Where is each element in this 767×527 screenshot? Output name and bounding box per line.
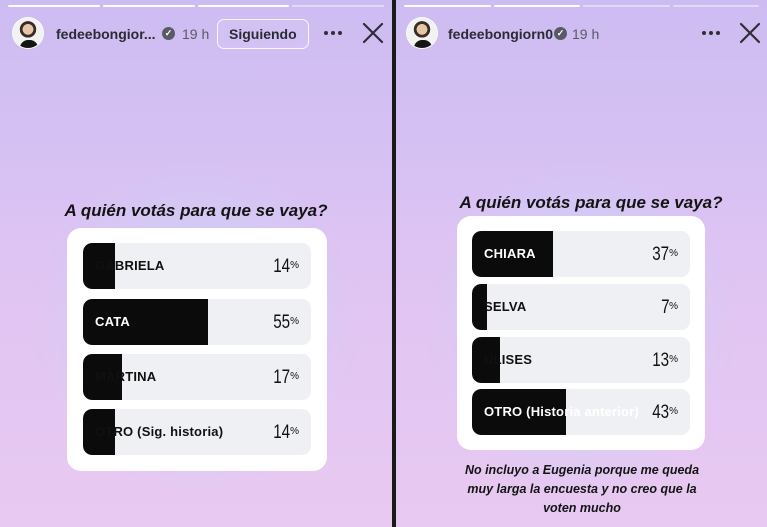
poll-option-fill: [472, 337, 501, 383]
poll-option[interactable]: CHIARA 37%: [472, 231, 690, 277]
poll-option[interactable]: ULISES 13%: [472, 337, 690, 383]
poll-option-fill: [83, 354, 122, 400]
more-horizontal-icon[interactable]: [702, 26, 722, 40]
story-caption: No incluyo a Eugenia porque me queda muy…: [464, 463, 700, 515]
poll-option[interactable]: OTRO (Sig. historia) 14%: [83, 409, 311, 455]
poll-option[interactable]: OTRO (Historia anterior) 43%: [472, 389, 690, 435]
poll-option-percent: 55%: [273, 312, 299, 333]
poll-option-label: OTRO (Sig. historia): [95, 424, 224, 439]
poll-option-label: GABRIELA: [95, 258, 165, 273]
progress-segment: [404, 5, 491, 7]
poll-option-label: SELVA: [484, 299, 527, 314]
poll-option-percent: 7%: [660, 297, 678, 318]
poll-option[interactable]: CATA 55%: [83, 299, 311, 345]
poll-option-label: OTRO (Historia anterior): [484, 404, 640, 419]
avatar[interactable]: [406, 17, 438, 49]
progress-segment: [8, 5, 100, 7]
more-horizontal-icon[interactable]: [324, 26, 344, 40]
poll-option-percent: 14%: [273, 422, 299, 443]
username[interactable]: fedeebongior...: [56, 26, 156, 42]
poll-option-fill: [83, 299, 209, 345]
poll-option-fill: [472, 231, 553, 277]
close-icon[interactable]: [738, 21, 762, 45]
story-right[interactable]: fedeebongiorn0 ✓ 19 h A quién votás para…: [396, 0, 767, 527]
post-time: 19 h: [572, 26, 600, 42]
username[interactable]: fedeebongiorn0: [448, 26, 554, 42]
poll-option-percent: 17%: [273, 367, 299, 388]
poll-question: A quién votás para que se vaya?: [64, 201, 328, 220]
verified-badge-icon: ✓: [554, 27, 567, 40]
progress-segment: [102, 5, 195, 7]
poll-option[interactable]: GABRIELA 14%: [83, 243, 311, 289]
poll-option-fill: [83, 243, 115, 289]
poll-option-percent: 14%: [273, 256, 299, 277]
progress-segment: [672, 5, 759, 7]
progress-segment: [583, 5, 670, 7]
story-header: fedeebongiorn0 ✓ 19 h: [396, 16, 767, 52]
poll-question: A quién votás para que se vaya?: [459, 193, 723, 212]
avatar[interactable]: [12, 17, 44, 49]
story-header: fedeebongior... ✓ 19 h Siguiendo: [0, 16, 392, 52]
close-icon[interactable]: [361, 21, 385, 45]
poll-option[interactable]: SELVA 7%: [472, 284, 690, 330]
poll-option-fill: [472, 389, 566, 435]
progress-segment: [292, 5, 384, 7]
poll-option-label: CATA: [95, 314, 130, 329]
poll-option-fill: [472, 284, 488, 330]
poll-option-label: CHIARA: [484, 246, 536, 261]
story-left[interactable]: fedeebongior... ✓ 19 h Siguiendo A quién…: [0, 0, 392, 527]
story-progress-bar: [404, 5, 759, 7]
progress-segment: [197, 5, 290, 7]
poll-option-percent: 43%: [652, 402, 678, 423]
post-time: 19 h: [182, 26, 210, 42]
story-progress-bar: [8, 5, 384, 7]
poll-card: CHIARA 37% SELVA 7% ULISES 13% OTRO (His…: [457, 216, 705, 450]
progress-segment: [493, 5, 580, 7]
poll-option-label: ULISES: [484, 352, 533, 367]
verified-badge-icon: ✓: [162, 27, 175, 40]
poll-option[interactable]: MARTINA 17%: [83, 354, 311, 400]
poll-option-label: MARTINA: [95, 369, 157, 384]
poll-option-fill: [83, 409, 115, 455]
poll-option-percent: 13%: [652, 350, 678, 371]
following-button[interactable]: Siguiendo: [217, 19, 309, 49]
poll-option-percent: 37%: [652, 244, 678, 265]
poll-card: GABRIELA 14% CATA 55% MARTINA 17% OTRO (…: [67, 228, 327, 471]
